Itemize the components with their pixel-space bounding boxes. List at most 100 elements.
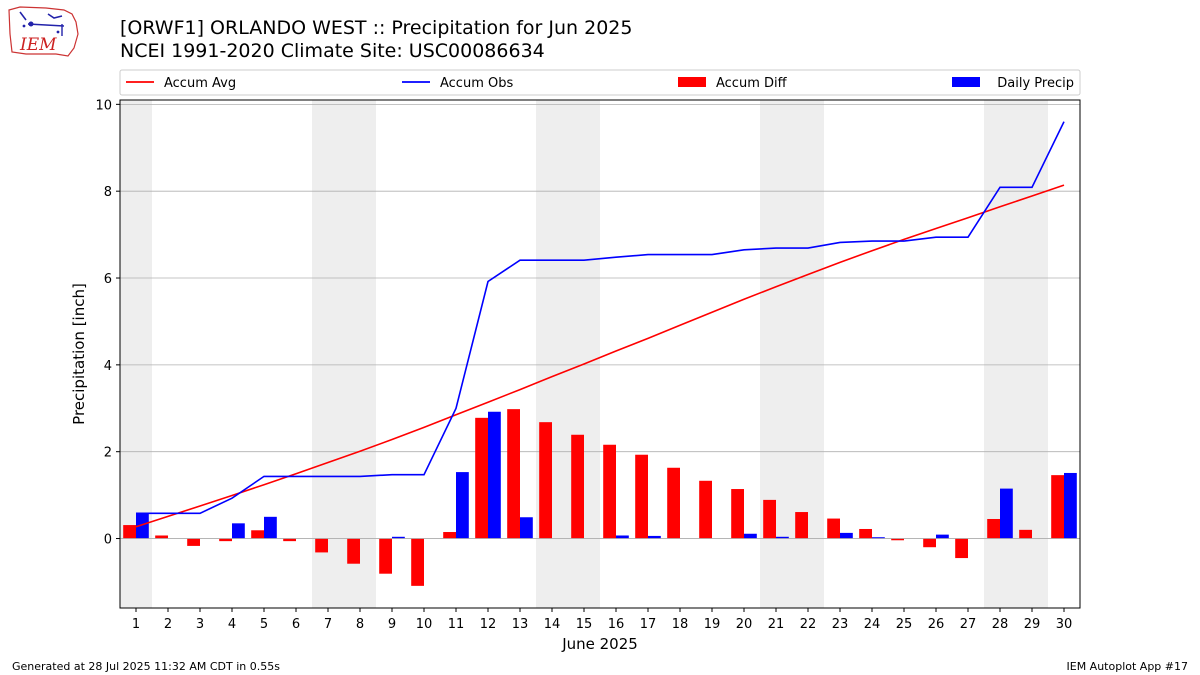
daily-precip-bar	[744, 533, 757, 539]
x-tick-label: 4	[228, 617, 236, 632]
x-tick-label: 15	[576, 617, 593, 632]
accum-diff-bar	[347, 538, 360, 564]
x-tick-label: 30	[1056, 617, 1073, 632]
x-tick-label: 13	[512, 617, 529, 632]
accum-diff-bar	[891, 538, 904, 541]
x-tick-label: 20	[736, 617, 753, 632]
x-tick-label: 22	[800, 617, 817, 632]
y-tick-label: 2	[104, 446, 112, 461]
daily-precip-bar	[392, 536, 405, 539]
chart-title: [ORWF1] ORLANDO WEST :: Precipitation fo…	[120, 17, 633, 39]
accum-diff-bar	[283, 538, 296, 542]
accum-diff-bar	[795, 512, 808, 539]
footer-generated: Generated at 28 Jul 2025 11:32 AM CDT in…	[12, 660, 280, 673]
x-tick-label: 26	[928, 617, 945, 632]
accum-diff-bar	[1019, 529, 1032, 539]
daily-precip-bar	[776, 536, 789, 539]
accum-diff-bar	[603, 444, 616, 539]
y-tick-label: 8	[104, 185, 112, 200]
legend-label: Daily Precip	[997, 76, 1074, 91]
y-tick-label: 0	[104, 533, 112, 548]
accum-diff-bar	[731, 489, 744, 539]
legend-label: Accum Avg	[164, 76, 236, 91]
daily-precip-bar	[136, 513, 149, 539]
y-tick-label: 10	[95, 98, 112, 113]
daily-precip-bar	[456, 472, 469, 539]
accum-diff-bar	[571, 434, 584, 539]
weekend-shade	[312, 100, 376, 608]
x-tick-label: 25	[896, 617, 913, 632]
accum-diff-bar	[859, 528, 872, 539]
daily-precip-bar	[264, 516, 277, 539]
accum-diff-bar	[411, 538, 424, 586]
x-tick-label: 12	[480, 617, 497, 632]
legend-label: Accum Obs	[440, 76, 513, 91]
iem-logo: IEM	[8, 6, 79, 57]
x-tick-label: 19	[704, 617, 721, 632]
x-tick-label: 2	[164, 617, 172, 632]
x-tick-label: 28	[992, 617, 1009, 632]
daily-precip-bar	[648, 535, 661, 539]
accum-diff-bar	[155, 535, 168, 539]
x-tick-label: 18	[672, 617, 689, 632]
daily-precip-bar	[616, 535, 629, 539]
accum-diff-bar	[1051, 475, 1064, 539]
x-tick-label: 1	[132, 617, 140, 632]
accum-diff-bar	[251, 530, 264, 539]
accum-diff-bar	[987, 518, 1000, 539]
daily-precip-bar	[520, 517, 533, 539]
accum-obs-line	[136, 121, 1065, 515]
plot-frame	[119, 99, 1081, 609]
x-tick-label: 9	[388, 617, 396, 632]
accum-diff-bar	[187, 538, 200, 546]
y-axis-label: Precipitation [inch]	[70, 283, 88, 425]
y-tick-label: 4	[104, 359, 112, 374]
x-tick-label: 8	[356, 617, 364, 632]
x-tick-label: 21	[768, 617, 785, 632]
daily-precip-bar	[232, 523, 245, 539]
daily-precip-bar	[488, 411, 501, 539]
accum-diff-bar	[475, 417, 488, 539]
accum-diff-bar	[923, 538, 936, 548]
x-tick-label: 14	[544, 617, 561, 632]
accum-diff-bar	[827, 518, 840, 539]
accum-diff-bar	[667, 467, 680, 539]
accum-diff-bar	[379, 538, 392, 574]
x-tick-label: 10	[416, 617, 433, 632]
accum-diff-bar	[955, 538, 968, 559]
daily-precip-bar	[1000, 488, 1013, 539]
legend-swatch-accum-diff	[678, 77, 706, 87]
x-tick-label: 24	[864, 617, 881, 632]
daily-precip-bar	[936, 534, 949, 539]
x-tick-label: 7	[324, 617, 332, 632]
x-tick-label: 27	[960, 617, 977, 632]
daily-precip-bar	[872, 537, 885, 539]
daily-precip-bar	[840, 532, 853, 539]
accum-diff-bar	[219, 538, 232, 542]
x-tick-label: 29	[1024, 617, 1041, 632]
accum-diff-bar	[539, 422, 552, 539]
footer-app: IEM Autoplot App #17	[1066, 660, 1189, 673]
x-tick-label: 3	[196, 617, 204, 632]
accum-diff-bar	[315, 538, 328, 553]
legend-swatch-daily-precip	[952, 77, 980, 87]
daily-precip-bar	[1064, 472, 1077, 539]
accum-diff-bar	[507, 409, 520, 539]
x-tick-label: 11	[448, 617, 465, 632]
x-tick-label: 6	[292, 617, 300, 632]
x-tick-label: 17	[640, 617, 657, 632]
accum-diff-bar	[763, 499, 776, 539]
accum-diff-bar	[123, 525, 136, 539]
accum-diff-bar	[443, 532, 456, 539]
logo-text: IEM	[19, 35, 57, 55]
chart-subtitle: NCEI 1991-2020 Climate Site: USC00086634	[120, 40, 545, 62]
legend-box	[119, 69, 1081, 96]
accum-diff-bar	[635, 454, 648, 539]
accum-diff-bar	[699, 480, 712, 539]
x-axis-label: June 2025	[561, 635, 638, 653]
x-tick-label: 16	[608, 617, 625, 632]
legend-label: Accum Diff	[716, 76, 788, 91]
x-tick-label: 5	[260, 617, 268, 632]
x-tick-label: 23	[832, 617, 849, 632]
